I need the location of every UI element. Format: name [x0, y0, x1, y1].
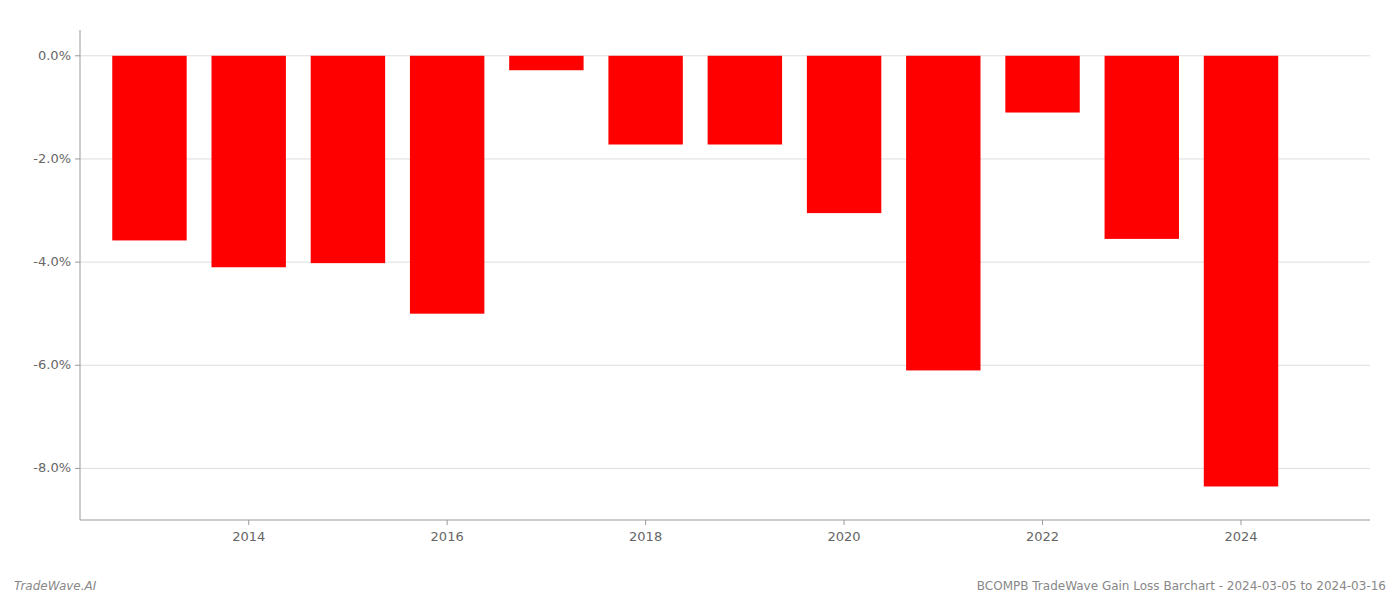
bar [1005, 56, 1079, 113]
x-tick [645, 520, 646, 525]
grid-line [80, 468, 1370, 469]
bar [509, 56, 583, 70]
x-tick-label: 2022 [1026, 529, 1059, 544]
y-tick [75, 55, 80, 56]
x-axis: 2014 2016 2018 2020 2022 2024 [80, 520, 1370, 544]
y-tick [75, 158, 80, 159]
bar [311, 56, 385, 263]
grid-line [80, 365, 1370, 366]
y-tick-label: -2.0% [33, 151, 71, 166]
x-tick [248, 520, 249, 525]
x-tick-label: 2024 [1224, 529, 1257, 544]
y-tick-label: 0.0% [38, 48, 71, 63]
x-tick-label: 2016 [431, 529, 464, 544]
y-tick-label: -4.0% [33, 254, 71, 269]
annotation: TradeWave.AI [14, 579, 97, 593]
bar [211, 56, 285, 267]
bar [708, 56, 782, 145]
bar [906, 56, 980, 371]
x-tick [447, 520, 448, 525]
y-tick [75, 262, 80, 263]
bars [112, 56, 1278, 487]
x-tick-label: 2014 [232, 529, 265, 544]
bar [1204, 56, 1278, 487]
annotation: BCOMPB TradeWave Gain Loss Barchart - 20… [977, 579, 1386, 593]
x-tick-label: 2018 [629, 529, 662, 544]
y-tick [75, 468, 80, 469]
bar [1105, 56, 1179, 239]
y-tick-label: -6.0% [33, 357, 71, 372]
x-tick-label: 2020 [828, 529, 861, 544]
y-tick-label: -8.0% [33, 460, 71, 475]
x-tick [844, 520, 845, 525]
grid [80, 56, 1370, 469]
x-axis-line [80, 520, 1370, 521]
bar [608, 56, 682, 145]
x-tick [1241, 520, 1242, 525]
bar [112, 56, 186, 241]
chart: -8.0% -6.0% -4.0% -2.0% 0.0% 2014 2016 2018 2020… [0, 0, 1400, 600]
x-tick [1042, 520, 1043, 525]
bar [410, 56, 484, 314]
y-tick [75, 365, 80, 366]
y-axis: -8.0% -6.0% -4.0% -2.0% 0.0% [33, 30, 80, 520]
y-axis-line [80, 30, 81, 520]
bar [807, 56, 881, 213]
